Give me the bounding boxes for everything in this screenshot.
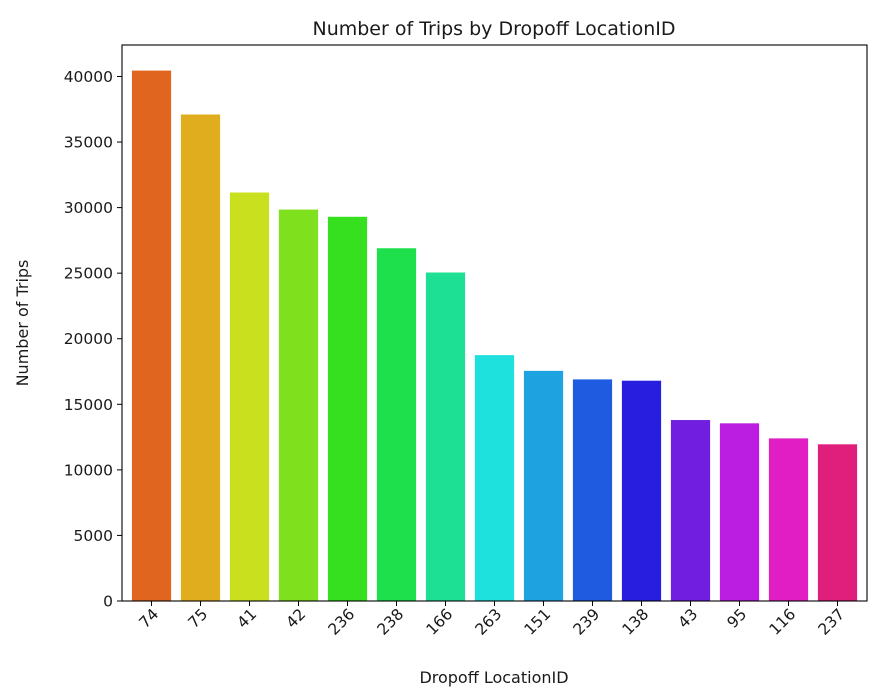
x-tick-label: 236 bbox=[325, 605, 359, 639]
x-tick-label: 75 bbox=[185, 605, 212, 632]
bar-41 bbox=[229, 192, 270, 601]
y-tick-label: 0 bbox=[103, 593, 113, 611]
x-tick-label: 237 bbox=[815, 605, 849, 639]
x-tick-label: 95 bbox=[724, 605, 751, 632]
y-tick-label: 10000 bbox=[64, 461, 113, 479]
y-tick-label: 35000 bbox=[64, 134, 113, 152]
x-tick-label: 263 bbox=[472, 605, 506, 639]
x-tick-label: 74 bbox=[136, 605, 163, 632]
x-tick-label: 41 bbox=[234, 605, 261, 632]
x-tick-label: 116 bbox=[766, 605, 800, 639]
x-tick-label: 238 bbox=[374, 605, 408, 639]
y-tick-label: 40000 bbox=[64, 68, 113, 86]
bar-166 bbox=[425, 272, 466, 601]
x-axis-label: Dropoff LocationID bbox=[419, 668, 568, 687]
bar-237 bbox=[817, 444, 858, 601]
bar-263 bbox=[474, 355, 515, 601]
bar-239 bbox=[572, 379, 613, 601]
x-tick-label: 138 bbox=[619, 605, 653, 639]
chart-title: Number of Trips by Dropoff LocationID bbox=[312, 18, 675, 40]
bar-74 bbox=[131, 70, 172, 601]
y-axis-label: Number of Trips bbox=[13, 260, 32, 387]
bar-42 bbox=[278, 209, 319, 601]
y-tick-label: 5000 bbox=[74, 527, 113, 545]
plot-frame bbox=[121, 44, 868, 602]
bar-151 bbox=[523, 370, 564, 601]
bar-116 bbox=[768, 438, 809, 601]
y-tick-label: 25000 bbox=[64, 265, 113, 283]
y-tick-label: 30000 bbox=[64, 199, 113, 217]
x-tick-label: 151 bbox=[521, 605, 555, 639]
x-tick-label: 42 bbox=[283, 605, 310, 632]
x-axis: 74 75 41 42 236 238 166 263 151 239 138 43 95 116 237 bbox=[136, 601, 849, 639]
y-axis: 0 5000 10000 15000 20000 25000 30000 35000 40000 bbox=[64, 68, 122, 611]
bar-95 bbox=[719, 423, 760, 601]
y-tick-label: 15000 bbox=[64, 396, 113, 414]
x-tick-label: 43 bbox=[675, 605, 702, 632]
bar-238 bbox=[376, 248, 417, 601]
bar-138 bbox=[621, 380, 662, 601]
x-tick-label: 166 bbox=[423, 605, 457, 639]
y-tick-label: 20000 bbox=[64, 330, 113, 348]
x-tick-label: 239 bbox=[570, 605, 604, 639]
bar-43 bbox=[670, 420, 711, 601]
bars-group bbox=[131, 70, 858, 601]
bar-75 bbox=[180, 114, 221, 601]
bar-236 bbox=[327, 216, 368, 601]
